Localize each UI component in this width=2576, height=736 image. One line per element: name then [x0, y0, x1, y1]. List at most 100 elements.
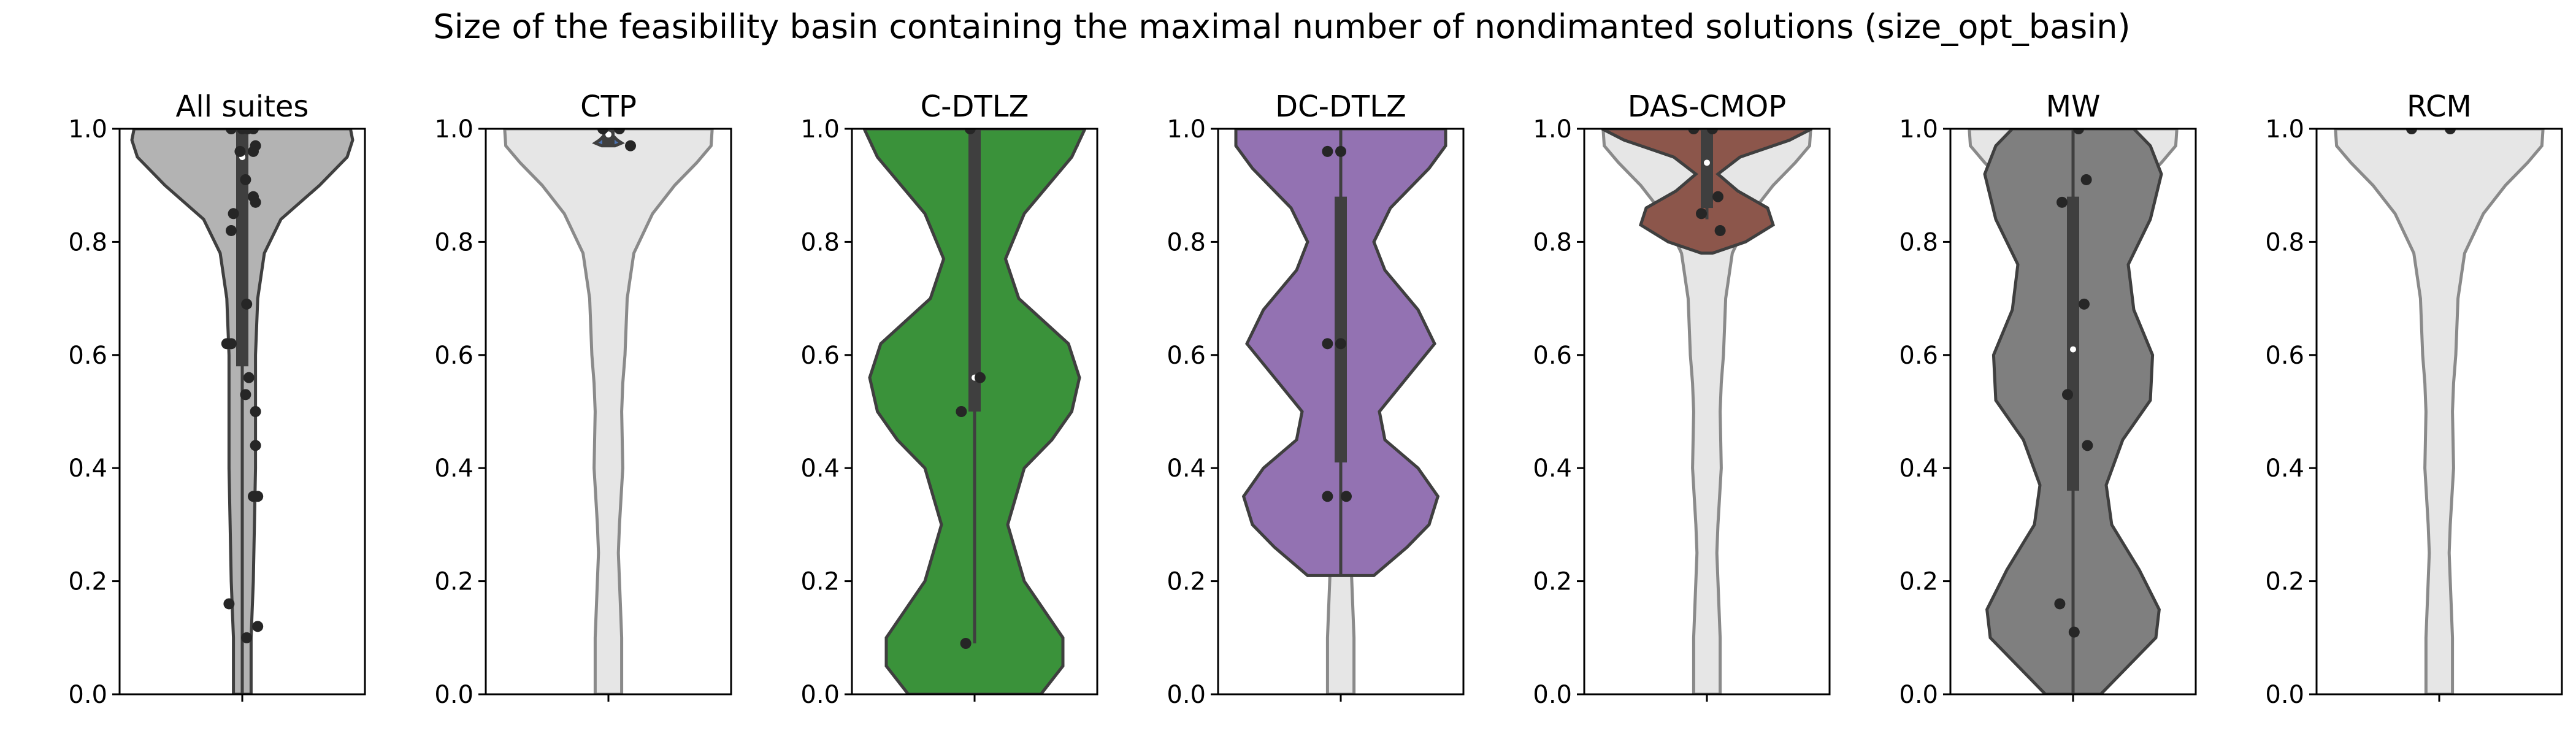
y-tick-label: 0.6 — [1167, 342, 1206, 370]
y-tick-label: 0.6 — [68, 342, 107, 370]
background-violin — [2334, 129, 2545, 694]
background-violin — [1601, 129, 1812, 694]
panel-all-suites: All suites 0.0 0.2 0.4 0.6 0.8 1.0 — [68, 90, 366, 709]
data-point — [1341, 491, 1352, 502]
data-point — [1322, 491, 1333, 502]
y-tick-label: 0.4 — [2265, 454, 2304, 483]
panel-title: All suites — [176, 90, 309, 124]
median-marker — [2070, 346, 2076, 353]
y-tick-label: 0.8 — [1167, 228, 1206, 256]
y-tick-label: 1.0 — [434, 115, 473, 144]
data-point — [2082, 440, 2093, 451]
data-point — [2406, 129, 2417, 134]
data-point — [625, 140, 636, 151]
median-marker — [1704, 159, 1710, 166]
y-tick-label: 0.8 — [800, 228, 840, 256]
data-point — [226, 224, 237, 236]
data-point — [2080, 174, 2092, 185]
iqr-box — [968, 129, 981, 412]
data-point — [242, 129, 253, 134]
y-tick-label: 0.0 — [1533, 681, 1572, 709]
y-tick-label: 0.8 — [1533, 228, 1572, 256]
data-point — [960, 638, 972, 650]
panel-title: RCM — [2407, 90, 2472, 124]
data-point — [240, 174, 251, 185]
y-tick-label: 0.4 — [1899, 454, 1938, 483]
y-tick-label: 1.0 — [1533, 115, 1572, 144]
data-point — [1335, 145, 1346, 157]
data-point — [1696, 208, 1707, 220]
plot-area — [503, 129, 714, 694]
plot-area — [1601, 129, 1813, 694]
data-point — [241, 632, 253, 643]
data-point — [1322, 145, 1333, 157]
y-tick-label: 0.0 — [2265, 681, 2304, 709]
y-tick-label: 0.6 — [434, 342, 473, 370]
y-tick-label: 0.8 — [1899, 228, 1938, 256]
panel-dc-dtlz: DC-DTLZ 0.0 0.2 0.4 0.6 0.8 1.0 — [1167, 90, 1465, 709]
panel-title: MW — [2046, 90, 2101, 124]
iqr-box — [1701, 129, 1713, 209]
y-tick-label: 1.0 — [1167, 115, 1206, 144]
data-point — [597, 129, 608, 134]
panel-title: C-DTLZ — [921, 90, 1029, 124]
data-point — [2057, 196, 2068, 208]
y-tick-label: 0.0 — [68, 681, 107, 709]
background-violin — [503, 129, 714, 694]
data-point — [248, 145, 259, 157]
plot-area — [1968, 129, 2179, 694]
y-tick-label: 0.6 — [1533, 342, 1572, 370]
data-point — [1688, 129, 1700, 134]
figure-title: Size of the feasibility basin containing… — [433, 7, 2130, 46]
median-marker — [605, 131, 611, 138]
panel-mw: MW 0.0 0.2 0.4 0.6 0.8 1.0 — [1899, 90, 2197, 709]
panel-das-cmop: DAS-CMOP 0.0 0.2 0.4 0.6 0.8 1.0 — [1533, 90, 1831, 709]
y-tick-label: 0.8 — [434, 228, 473, 256]
y-tick-label: 1.0 — [2265, 115, 2304, 144]
data-point — [964, 129, 976, 134]
plot-area — [862, 129, 1087, 694]
y-tick-label: 0.6 — [2265, 342, 2304, 370]
y-tick-label: 0.0 — [800, 681, 840, 709]
panel-ctp: CTP 0.0 0.2 0.4 0.6 0.8 1.0 — [434, 90, 732, 709]
data-point — [1714, 224, 1726, 236]
data-point — [2079, 298, 2090, 310]
y-tick-label: 0.4 — [434, 454, 473, 483]
data-point — [1712, 191, 1723, 202]
y-tick-label: 1.0 — [68, 115, 107, 144]
y-tick-label: 0.4 — [800, 454, 840, 483]
data-point — [2068, 626, 2080, 638]
data-point — [1707, 129, 1718, 134]
violin-panels: All suites 0.0 0.2 0.4 0.6 0.8 1.0 CTP 0.0 0.2 0.4… — [68, 90, 2563, 709]
y-tick-label: 0.2 — [434, 568, 473, 596]
data-point — [250, 196, 261, 208]
y-tick-label: 0.4 — [68, 454, 107, 483]
iqr-box — [236, 129, 248, 367]
data-point — [250, 406, 261, 417]
iqr-box — [1335, 196, 1347, 462]
data-point — [2073, 129, 2084, 134]
y-tick-label: 0.8 — [68, 228, 107, 256]
iqr-box — [2067, 196, 2079, 491]
data-point — [2054, 598, 2066, 610]
y-tick-label: 0.2 — [2265, 568, 2304, 596]
data-point — [250, 440, 261, 451]
y-tick-label: 0.6 — [800, 342, 840, 370]
data-point — [1322, 338, 1333, 350]
data-point — [614, 129, 625, 134]
panel-title: CTP — [580, 90, 637, 124]
y-tick-label: 0.2 — [1167, 568, 1206, 596]
data-point — [241, 298, 253, 310]
y-tick-label: 0.2 — [800, 568, 840, 596]
data-point — [252, 621, 264, 632]
y-tick-label: 0.8 — [2265, 228, 2304, 256]
y-tick-label: 0.2 — [68, 568, 107, 596]
panel-title: DC-DTLZ — [1275, 90, 1406, 124]
y-tick-label: 1.0 — [1899, 115, 1938, 144]
data-point — [2445, 129, 2456, 134]
y-tick-label: 0.6 — [1899, 342, 1938, 370]
y-tick-label: 0.4 — [1533, 454, 1572, 483]
data-point — [956, 406, 967, 417]
y-tick-label: 0.4 — [1167, 454, 1206, 483]
